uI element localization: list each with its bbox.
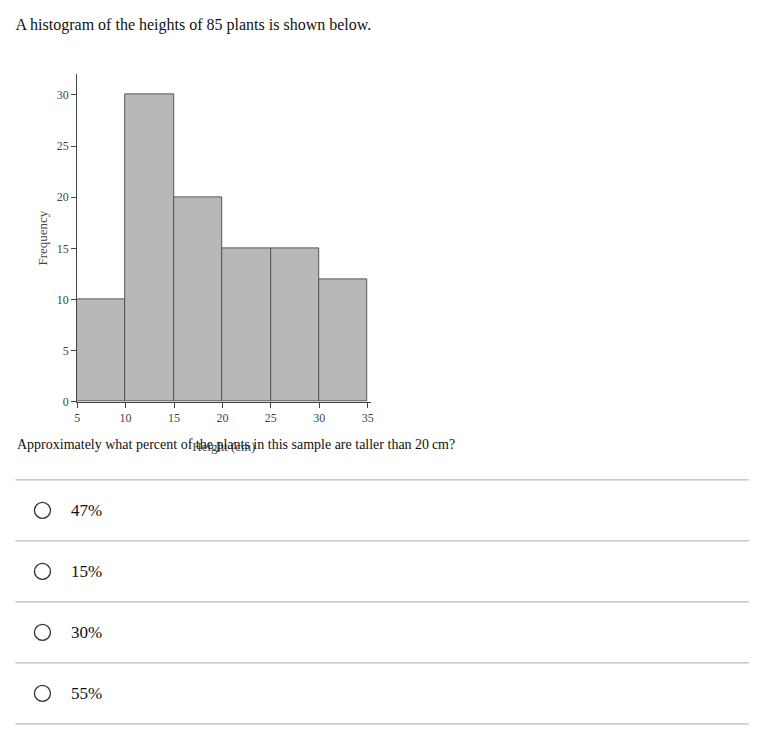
svg-text:5: 5 [63, 344, 69, 358]
svg-text:55%: 55% [71, 684, 102, 703]
svg-text:30: 30 [57, 88, 69, 102]
svg-text:25: 25 [57, 139, 69, 153]
svg-text:A histogram of the heights of: A histogram of the heights of 85 plants … [15, 16, 371, 34]
svg-text:5: 5 [74, 411, 80, 425]
svg-text:25: 25 [265, 411, 277, 425]
svg-text:35: 35 [362, 411, 374, 425]
svg-text:20: 20 [57, 190, 69, 204]
svg-text:Approximately what percent of: Approximately what percent of the plants… [17, 437, 455, 452]
svg-text:10: 10 [57, 293, 69, 307]
svg-text:15: 15 [168, 411, 180, 425]
svg-text:0: 0 [63, 395, 69, 409]
svg-text:47%: 47% [71, 501, 102, 520]
svg-text:30: 30 [313, 411, 325, 425]
svg-text:30%: 30% [71, 623, 102, 642]
svg-text:Frequency: Frequency [35, 210, 50, 265]
svg-text:10: 10 [120, 411, 132, 425]
svg-text:Height (cm): Height (cm) [192, 439, 255, 454]
svg-text:20: 20 [216, 411, 228, 425]
svg-text:15: 15 [57, 242, 69, 256]
svg-text:15%: 15% [71, 562, 102, 581]
